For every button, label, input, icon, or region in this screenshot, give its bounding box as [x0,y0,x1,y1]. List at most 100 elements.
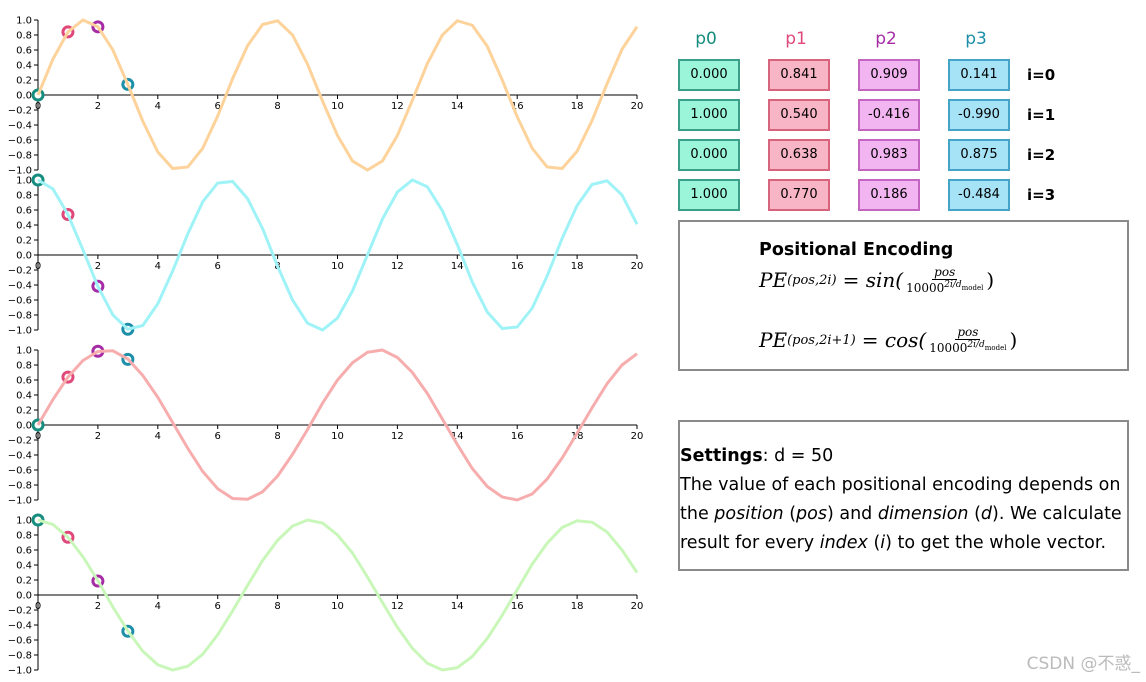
x-tick-label: 12 [391,601,404,612]
x-tick-label: 18 [571,431,584,442]
settings-value: : d = 50 [762,446,834,466]
value-cell: 0.141 [948,59,1010,91]
exponent: 2i/dmodel [944,280,983,292]
settings-segment: i [880,533,886,553]
y-tick-label: −0.4 [8,621,32,632]
y-tick-label: 1.0 [16,16,32,27]
exponent-text: 2i/d [944,280,962,290]
row-label: i=1 [1027,106,1056,124]
line [37,518,639,672]
x-tick-label: 20 [631,601,644,612]
formula-sub: (pos,2i+1) [787,332,856,348]
x-tick-label: 4 [155,101,161,112]
y-tick-label: 0.2 [16,236,32,247]
y-tick-label: −0.6 [8,636,32,647]
value-cell: 0.875 [948,139,1010,171]
line [36,18,639,172]
x-tick-label: 20 [631,101,644,112]
y-tick-label: −0.8 [8,651,32,662]
exponent-sub: model [984,343,1007,352]
y-tick-label: −0.2 [8,266,32,277]
settings-segment: ( [867,533,881,553]
numerator: pos [932,265,958,280]
y-tick-label: 0.4 [16,61,32,72]
formula: PE (pos,2i+1) = cos(pos 100002i/dmodel) [759,318,1017,362]
line [36,348,638,502]
exponent-text: 2i/d [967,340,985,350]
y-tick-label: 0.6 [16,546,32,557]
formula-box: Positional Encoding PE (pos,2i) = sin(pos 1… [678,220,1129,371]
x-tick-label: 12 [391,261,404,272]
y-tick-label: 0.8 [16,31,32,42]
fraction: pos 100002i/dmodel [906,265,983,295]
x-tick-label: 8 [274,101,280,112]
y-tick-label: 0.0 [16,91,32,102]
formula-fn: = cos( [861,328,927,352]
denominator-base: 10000 [906,281,945,295]
x-tick-label: 2 [95,261,101,272]
x-tick-label: 10 [331,601,344,612]
formula-sub: (pos,2i) [787,272,837,288]
x-tick-label: 2 [95,101,101,112]
settings-segment: d [980,504,992,524]
y-tick-label: 0.8 [16,361,32,372]
y-tick-label: −0.8 [8,311,32,322]
value-cell: 0.770 [768,179,830,211]
y-tick-label: 0.0 [16,591,32,602]
settings-segment: ) and [826,504,878,524]
settings-segment: dimension [877,504,969,524]
y-tick-label: 0.6 [16,376,32,387]
x-tick-label: 2 [95,601,101,612]
settings-segment: ) to get the whole vector. [885,533,1107,553]
value-cell: 0.000 [678,139,740,171]
formulas: PE (pos,2i) = sin(pos 100002i/dmodel) PE (pos… [759,258,1017,362]
fraction: pos 100002i/dmodel [929,325,1006,355]
value-cell: -0.416 [858,99,920,131]
formula-close: ) [986,268,995,292]
settings-segment: ). We calculate result for every [680,504,1122,553]
value-cell: 1.000 [678,99,740,131]
x-tick-label: 2 [95,431,101,442]
x-tick-label: 16 [511,101,524,112]
y-tick-label: 0.6 [16,46,32,57]
y-tick-label: 0.4 [16,561,32,572]
y-tick-label: −0.6 [8,136,32,147]
formula-lhs: PE [759,328,788,352]
y-tick-label: −0.4 [8,281,32,292]
formula: PE (pos,2i) = sin(pos 100002i/dmodel) [759,258,1017,302]
x-tick-label: 18 [571,601,584,612]
y-tick-label: 0.8 [16,531,32,542]
x-tick-label: 4 [155,261,161,272]
x-tick-label: 16 [511,261,524,272]
x-tick-label: 6 [215,101,221,112]
denominator: 100002i/dmodel [929,340,1006,355]
value-cell: -0.484 [948,179,1010,211]
x-tick-label: 20 [631,261,644,272]
x-tick-label: 20 [631,431,644,442]
x-tick-label: 4 [155,601,161,612]
settings-segment: index [819,533,868,553]
y-tick-label: 1.0 [16,516,32,527]
value-cell: 0.000 [678,59,740,91]
x-tick-label: 8 [274,601,280,612]
y-tick-label: 0.2 [16,76,32,87]
y-tick-label: −0.2 [8,606,32,617]
y-tick-label: −0.4 [8,121,32,132]
y-tick-label: −1.0 [8,666,32,677]
x-tick-label: 14 [451,601,464,612]
y-tick-label: 0.6 [16,206,32,217]
y-tick-label: 0.0 [16,251,32,262]
chart: 1.0 0.8 0.6 0.4 0.2 0.0 −0.2 −0.4 −0.6 −0.8 −1.0 0 2… [8,173,644,337]
y-tick-label: 0.2 [16,576,32,587]
y-tick-label: 0.4 [16,391,32,402]
settings-segment: ( [783,504,797,524]
y-tick-label: −0.4 [8,451,32,462]
value-cell: 0.186 [858,179,920,211]
y-tick-label: −0.2 [8,436,32,447]
x-tick-label: 0 [35,601,41,612]
settings-text: Settings: d = 50 The value of each posit… [680,422,1127,558]
numerator: pos [955,325,981,340]
x-tick-label: 18 [571,101,584,112]
row-label: i=0 [1027,66,1056,84]
